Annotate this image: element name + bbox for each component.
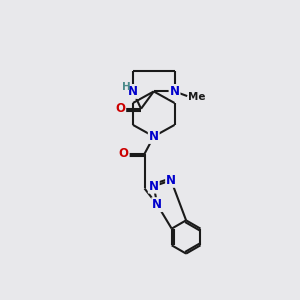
Text: Me: Me (188, 92, 206, 101)
Text: O: O (115, 102, 125, 115)
Text: N: N (149, 130, 159, 143)
Text: N: N (149, 180, 159, 193)
Text: H: H (122, 82, 131, 92)
Text: N: N (152, 198, 162, 211)
Text: N: N (166, 174, 176, 187)
Text: N: N (128, 85, 138, 98)
Text: O: O (119, 147, 129, 160)
Text: N: N (169, 85, 179, 98)
